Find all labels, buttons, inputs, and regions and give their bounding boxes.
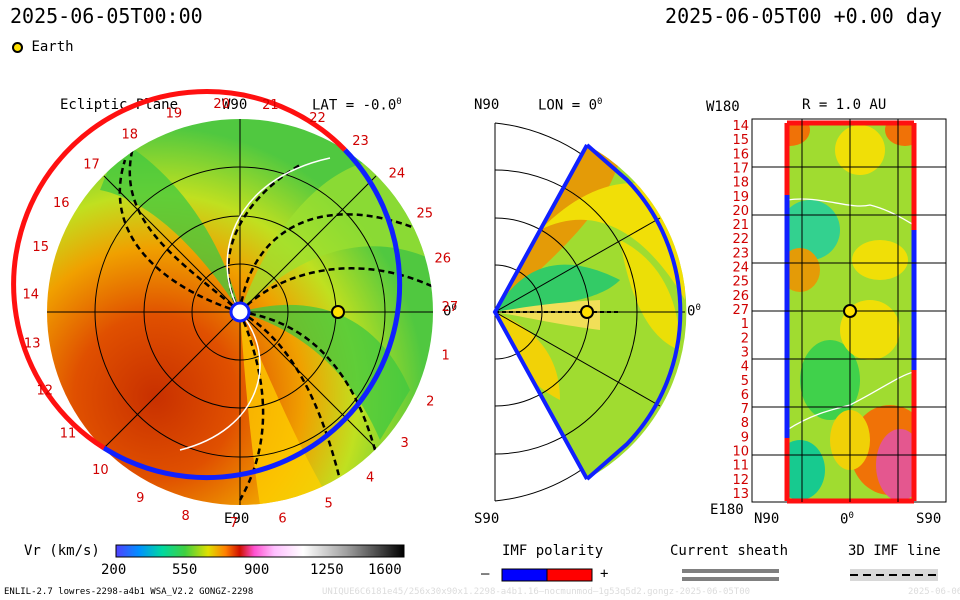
imf-minus: – bbox=[481, 566, 490, 582]
rmap-y-label: 1 bbox=[741, 317, 749, 332]
carrington-label: 5 bbox=[325, 496, 333, 511]
panel3-x-label-n90: N90 bbox=[754, 511, 780, 527]
rmap-y-label: 12 bbox=[732, 473, 749, 488]
timestamp-left: 2025-06-05T00:00 bbox=[10, 4, 203, 28]
panel1-bottom-label: E90 bbox=[224, 511, 250, 527]
rmap-y-label: 5 bbox=[741, 374, 749, 389]
panel3-bottom-left: E180 bbox=[710, 502, 744, 518]
ecliptic-panel: 20 21222324252627123456789101112131415161… bbox=[11, 89, 458, 531]
rmap-y-label: 25 bbox=[732, 275, 749, 290]
rmap-y-label: 4 bbox=[741, 360, 749, 375]
imf-negative-swatch bbox=[501, 568, 548, 582]
imf-line-label: 3D IMF line bbox=[848, 543, 941, 559]
colorbar-tick-200: 200 bbox=[101, 562, 127, 578]
rmap-y-label: 23 bbox=[732, 246, 749, 261]
carrington-label: 2 bbox=[426, 395, 434, 410]
carrington-label: 4 bbox=[366, 471, 374, 486]
imf-plus: + bbox=[600, 566, 609, 582]
panel1-title: Ecliptic Plane bbox=[60, 97, 179, 113]
colorbar-label: Vr (km/s) bbox=[24, 543, 100, 559]
carrington-label: 10 bbox=[92, 463, 109, 478]
rmap-y-label: 6 bbox=[741, 388, 749, 403]
rmap-y-label: 3 bbox=[741, 346, 749, 361]
carrington-label: 11 bbox=[60, 427, 77, 442]
rmap-y-label: 26 bbox=[732, 289, 749, 304]
rmap-y-label: 8 bbox=[741, 416, 749, 431]
panel3-x-label-s90: S90 bbox=[916, 511, 942, 527]
carrington-label: 14 bbox=[23, 288, 40, 303]
earth-legend-label: Earth bbox=[31, 39, 74, 55]
carrington-label: 6 bbox=[278, 512, 286, 527]
rmap-y-label: 14 bbox=[732, 119, 749, 134]
panel2-right-label: 00 bbox=[687, 303, 701, 320]
current-sheath-label: Current sheath bbox=[670, 543, 789, 559]
colorbar bbox=[115, 544, 405, 558]
footer-model-info: ENLIL-2.7 lowres-2298-a4b1 WSA_V2.2 GONG… bbox=[4, 587, 254, 597]
rmap-y-label: 13 bbox=[732, 487, 749, 502]
imf-polarity-label: IMF polarity bbox=[502, 543, 604, 559]
colorbar-tick-1600: 1600 bbox=[368, 562, 402, 578]
rmap-y-label: 21 bbox=[732, 218, 749, 233]
imf-line-swatch bbox=[850, 569, 938, 581]
earth-marker-ecliptic bbox=[331, 305, 345, 319]
rmap-y-label: 27 bbox=[732, 303, 749, 318]
panel3-title: R = 1.0 AU bbox=[802, 97, 887, 113]
rmap-y-label: 9 bbox=[741, 430, 749, 445]
earth-marker-rmap bbox=[843, 304, 857, 318]
rmap-y-label: 7 bbox=[741, 402, 749, 417]
meridional-panel bbox=[492, 122, 687, 502]
colorbar-tick-1250: 1250 bbox=[310, 562, 344, 578]
carrington-label: 23 bbox=[352, 134, 369, 149]
colorbar-tick-900: 900 bbox=[244, 562, 270, 578]
carrington-label: 8 bbox=[181, 509, 189, 524]
colorbar-tick-550: 550 bbox=[172, 562, 198, 578]
earth-icon bbox=[12, 41, 23, 53]
rmap-y-label: 11 bbox=[732, 459, 749, 474]
earth-legend: Earth bbox=[12, 39, 74, 55]
carrington-label: 12 bbox=[37, 384, 54, 399]
carrington-label: 21 bbox=[262, 98, 279, 113]
rmap-y-label: 2 bbox=[741, 331, 749, 346]
carrington-label: 26 bbox=[435, 252, 452, 267]
current-sheath-swatch bbox=[682, 569, 779, 573]
carrington-label: 25 bbox=[417, 206, 434, 221]
rmap-y-label: 15 bbox=[732, 133, 749, 148]
rmap-y-label: 10 bbox=[732, 445, 749, 460]
carrington-label: 9 bbox=[136, 491, 144, 506]
carrington-label: 18 bbox=[122, 127, 139, 142]
panel1-lat: LAT = -0.00 bbox=[312, 97, 402, 114]
imf-positive-swatch bbox=[546, 568, 593, 582]
carrington-label: 13 bbox=[24, 336, 41, 351]
rmap-y-label: 20 bbox=[732, 204, 749, 219]
rmap-y-label: 24 bbox=[732, 261, 749, 276]
footer-date: 2025-06-06 bbox=[908, 587, 960, 597]
panel1-top-label: W90 bbox=[222, 97, 248, 113]
carrington-label: 15 bbox=[32, 240, 49, 255]
rmap-y-label: 17 bbox=[732, 162, 749, 177]
panel3-top-left: W180 bbox=[706, 99, 740, 115]
carrington-label: 1 bbox=[442, 349, 450, 364]
carrington-label: 3 bbox=[401, 436, 409, 451]
carrington-label: 24 bbox=[389, 166, 406, 181]
carrington-label: 16 bbox=[53, 196, 70, 211]
footer-run-id: UNIQUE6C6181e45/256x30x90x1.2298-a4b1.16… bbox=[322, 587, 751, 597]
carrington-label: 17 bbox=[83, 158, 100, 173]
panel2-top-label: N90 bbox=[474, 97, 500, 113]
earth-marker-meridional bbox=[580, 305, 594, 319]
rmap-y-label: 19 bbox=[732, 190, 749, 205]
timestamp-right: 2025-06-05T00 +0.00 day bbox=[665, 4, 942, 28]
rmap-y-label: 22 bbox=[732, 232, 749, 247]
panel2-lon: LON = 00 bbox=[538, 97, 603, 114]
rmap-y-label: 16 bbox=[732, 147, 749, 162]
r-map-panel: 1415161718192021222324252627123456789101… bbox=[732, 118, 947, 504]
panel3-x-label-0: 00 bbox=[840, 511, 854, 528]
panel2-bottom-label: S90 bbox=[474, 511, 500, 527]
panel1-right-label: 00 bbox=[443, 303, 457, 320]
rmap-y-label: 18 bbox=[732, 176, 749, 191]
